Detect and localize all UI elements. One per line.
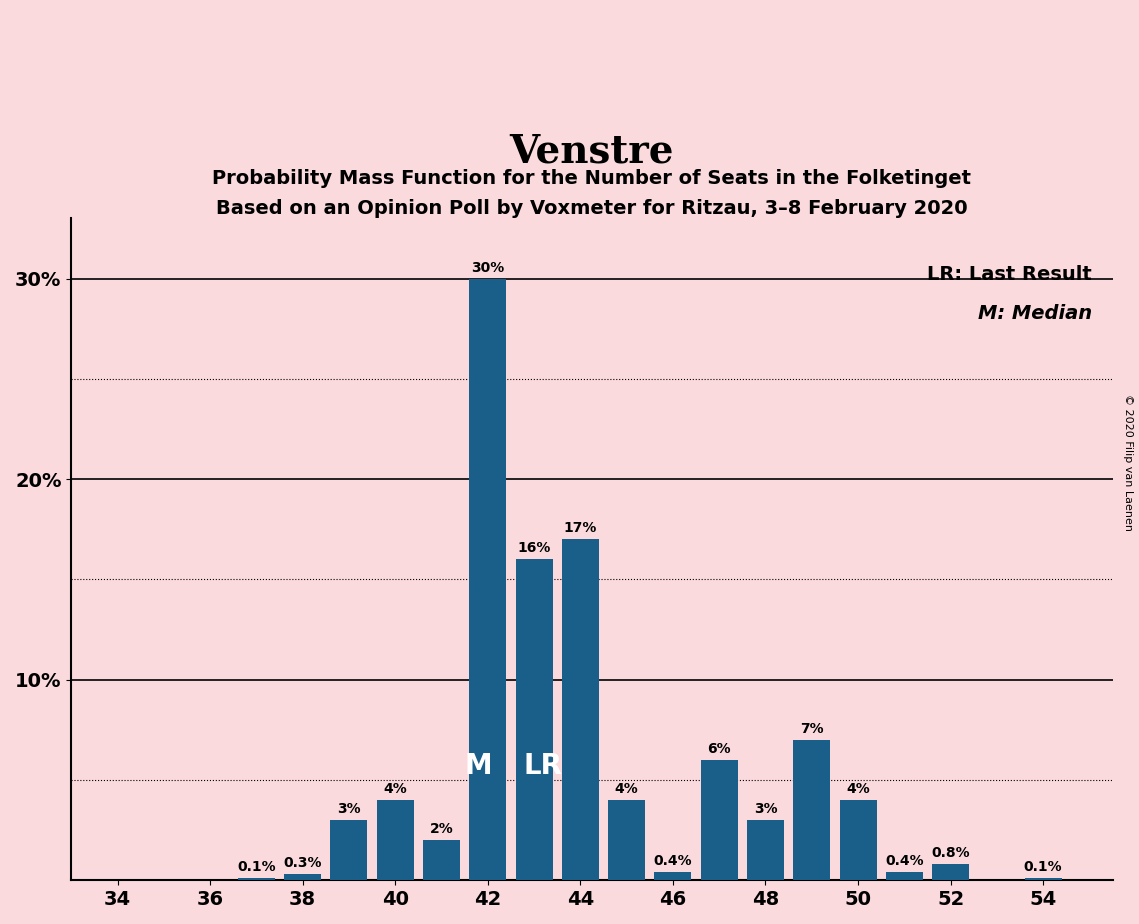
Text: Venstre: Venstre (509, 132, 674, 170)
Bar (608, 800, 645, 881)
Bar (330, 821, 368, 881)
Bar (284, 874, 321, 881)
Text: 7%: 7% (800, 722, 823, 736)
Text: 2%: 2% (429, 822, 453, 836)
Text: LR: LR (524, 752, 563, 780)
Text: 6%: 6% (707, 742, 731, 756)
Text: Based on an Opinion Poll by Voxmeter for Ritzau, 3–8 February 2020: Based on an Opinion Poll by Voxmeter for… (216, 199, 968, 217)
Text: 17%: 17% (564, 521, 597, 535)
Text: 4%: 4% (384, 782, 407, 796)
Bar (886, 872, 923, 881)
Text: 0.1%: 0.1% (1024, 860, 1063, 874)
Bar (562, 540, 599, 881)
Text: 0.4%: 0.4% (654, 855, 693, 869)
Bar (932, 864, 969, 881)
Text: © 2020 Filip van Laenen: © 2020 Filip van Laenen (1123, 394, 1133, 530)
Text: 30%: 30% (472, 261, 505, 274)
Text: Probability Mass Function for the Number of Seats in the Folketinget: Probability Mass Function for the Number… (212, 169, 972, 188)
Bar (377, 800, 413, 881)
Bar (469, 278, 507, 881)
Text: 4%: 4% (615, 782, 639, 796)
Bar (747, 821, 784, 881)
Bar (839, 800, 877, 881)
Bar (700, 760, 738, 881)
Text: 0.4%: 0.4% (885, 855, 924, 869)
Bar (793, 740, 830, 881)
Bar (1025, 879, 1062, 881)
Text: 16%: 16% (517, 541, 551, 555)
Bar (238, 879, 274, 881)
Text: M: Median: M: Median (977, 304, 1092, 323)
Text: LR: Last Result: LR: Last Result (927, 264, 1092, 284)
Text: 0.8%: 0.8% (932, 846, 970, 860)
Text: M: M (465, 752, 492, 780)
Text: 4%: 4% (846, 782, 870, 796)
Bar (423, 840, 460, 881)
Text: 3%: 3% (337, 802, 361, 816)
Text: 0.1%: 0.1% (237, 860, 276, 874)
Bar (655, 872, 691, 881)
Text: 0.3%: 0.3% (284, 857, 322, 870)
Text: 3%: 3% (754, 802, 777, 816)
Bar (516, 559, 552, 881)
